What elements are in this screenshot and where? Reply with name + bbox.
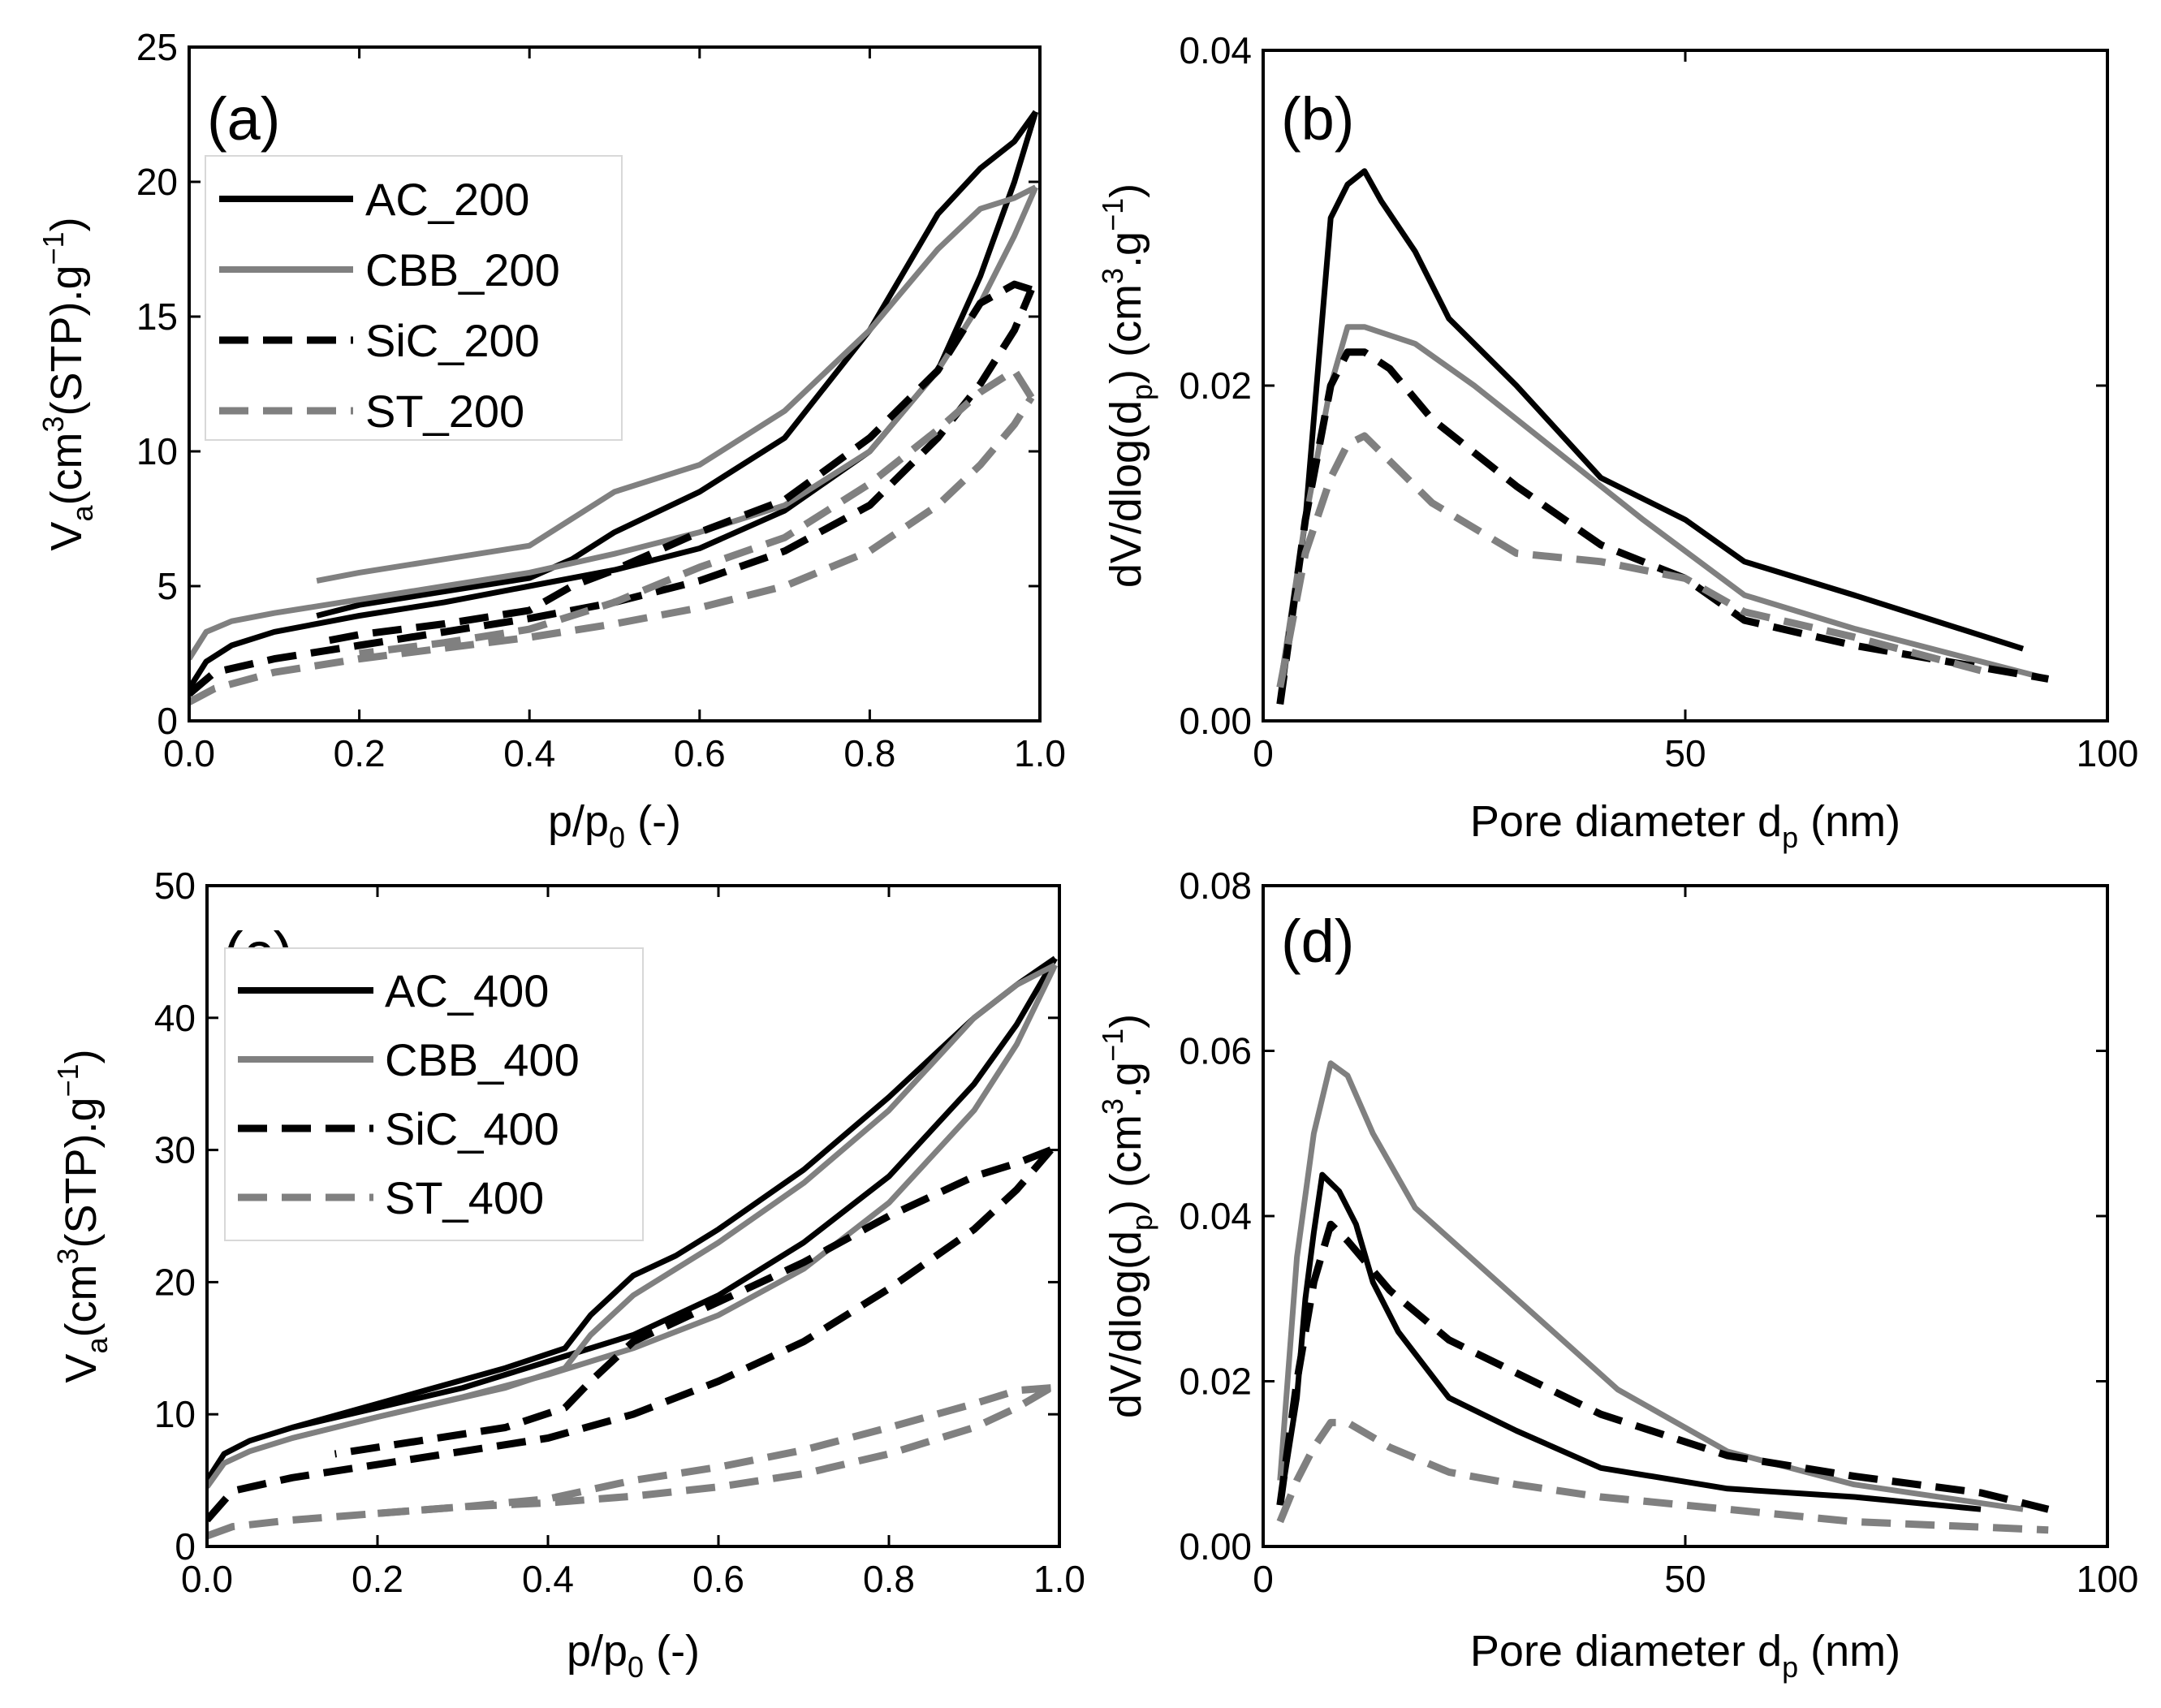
y-tick-label: 0.04 bbox=[1179, 29, 1252, 71]
series-sic-400-adsorption bbox=[207, 1147, 1054, 1523]
panel-label: (d) bbox=[1281, 908, 1354, 975]
series-ac-200 bbox=[1277, 168, 2025, 705]
legend-frame bbox=[224, 947, 644, 1241]
y-tick-label: 30 bbox=[154, 1129, 196, 1171]
x-tick-label: 100 bbox=[2077, 732, 2139, 774]
y-tick-label: 40 bbox=[154, 997, 196, 1039]
x-axis-label: p/p0 (-) bbox=[567, 1627, 700, 1684]
series-st-200-adsorption bbox=[189, 395, 1035, 705]
y-tick-label: 0.04 bbox=[1179, 1195, 1252, 1237]
legend-label-sic-400: SiC_400 bbox=[385, 1103, 559, 1154]
series-cbb-200-adsorption bbox=[189, 186, 1039, 661]
y-axis-label: Va(cm3(STP).g−1) bbox=[51, 1049, 114, 1382]
series-cbb-400-adsorption bbox=[207, 964, 1058, 1489]
legend-frame bbox=[205, 155, 623, 441]
series-sic-200-adsorption bbox=[189, 288, 1035, 697]
panel-label: (b) bbox=[1281, 85, 1354, 153]
legend-label-ac-400: AC_400 bbox=[385, 965, 549, 1016]
x-tick-label: 0.2 bbox=[334, 732, 386, 774]
series-sic-200 bbox=[1276, 348, 2049, 705]
y-tick-label: 0.08 bbox=[1179, 865, 1252, 907]
plot-frame bbox=[188, 45, 1042, 722]
y-tick-label: 50 bbox=[154, 865, 196, 907]
y-tick-label: 0.02 bbox=[1179, 364, 1252, 407]
series-st-200-desorption bbox=[359, 366, 1035, 658]
series-st-400-adsorption bbox=[207, 1384, 1053, 1540]
panel-b: 0 50 100 0.00 0.02 0.04 (b) Pore diameter dp … bbox=[1096, 29, 2138, 854]
legend-label-cbb-400: CBB_400 bbox=[385, 1034, 580, 1085]
x-tick-label: 1.0 bbox=[1033, 1558, 1085, 1600]
y-tick-label: 0 bbox=[157, 700, 178, 742]
y-tick-label: 0.06 bbox=[1179, 1030, 1252, 1072]
series-st-200 bbox=[1276, 432, 1982, 688]
y-tick-label: 20 bbox=[154, 1261, 196, 1303]
y-tick-label: 10 bbox=[154, 1393, 196, 1435]
y-tick-label: 0.02 bbox=[1179, 1361, 1252, 1403]
legend-label-cbb-200: CBB_200 bbox=[365, 244, 560, 295]
y-tick-label: 15 bbox=[136, 295, 178, 338]
y-tick-label: 5 bbox=[157, 565, 178, 607]
legend: AC_200 CBB_200 SiC_200 ST_200 bbox=[205, 155, 623, 441]
x-tick-label: 0.8 bbox=[863, 1558, 915, 1600]
panel-d: 0 50 100 0.00 0.02 0.04 0.06 0.08 (d) Pore diam… bbox=[1096, 865, 2138, 1684]
plot-frame bbox=[205, 884, 1061, 1548]
series-cbb-200-desorption bbox=[316, 184, 1037, 584]
y-tick-label: 25 bbox=[136, 26, 178, 68]
y-tick-label: 0.00 bbox=[1179, 700, 1252, 742]
series-ac-400-adsorption bbox=[207, 956, 1058, 1482]
x-tick-label: 0.2 bbox=[352, 1558, 403, 1600]
y-tick-label: 0 bbox=[175, 1525, 196, 1568]
series-st-400-desorption bbox=[377, 1384, 1051, 1517]
legend: AC_400 CBB_400 SiC_400 ST_400 bbox=[224, 947, 644, 1241]
x-tick-label: 0.0 bbox=[181, 1558, 233, 1600]
series-ac-400 bbox=[1277, 1171, 1982, 1512]
series-cbb-400 bbox=[1277, 1060, 2024, 1512]
panel-label: (a) bbox=[207, 85, 280, 153]
x-tick-label: 0.6 bbox=[674, 732, 726, 774]
series-cbb-200 bbox=[1277, 324, 2050, 688]
x-tick-label: 50 bbox=[1664, 732, 1706, 774]
legend-label-sic-200: SiC_200 bbox=[365, 315, 540, 366]
x-tick-label: 100 bbox=[2077, 1558, 2139, 1600]
legend-label-st-200: ST_200 bbox=[365, 386, 524, 437]
legend-label-st-400: ST_400 bbox=[385, 1172, 544, 1223]
x-tick-label: 0.8 bbox=[843, 732, 895, 774]
series-sic-400-desorption bbox=[334, 1146, 1053, 1458]
x-tick-label: 0 bbox=[1253, 1558, 1274, 1600]
series-cbb-400-desorption bbox=[291, 962, 1057, 1441]
series-sic-400 bbox=[1276, 1220, 2050, 1513]
x-tick-label: 0.0 bbox=[163, 732, 215, 774]
series-ac-200-adsorption bbox=[189, 110, 1039, 691]
x-tick-label: 0 bbox=[1253, 732, 1274, 774]
legend-label-ac-200: AC_200 bbox=[365, 174, 529, 225]
x-tick-label: 1.0 bbox=[1014, 732, 1066, 774]
plot-frame bbox=[1262, 49, 2109, 722]
x-axis-label: Pore diameter dp (nm) bbox=[1470, 797, 1900, 854]
y-tick-label: 10 bbox=[136, 430, 178, 472]
series-sic-200-desorption bbox=[316, 280, 1033, 647]
y-tick-label: 0.00 bbox=[1179, 1525, 1252, 1568]
x-tick-label: 0.6 bbox=[692, 1558, 744, 1600]
panel-a: 0.0 0.2 0.4 0.6 0.8 1.0 0 5 10 15 20 25 (a) p/p0 (-… bbox=[37, 26, 1066, 854]
series-st-400 bbox=[1276, 1418, 2049, 1534]
x-axis-label: Pore diameter dp (nm) bbox=[1470, 1627, 1900, 1684]
y-axis-label: dV/dlog(dp) (cm3.g−1) bbox=[1096, 1014, 1158, 1418]
x-axis-label: p/p0 (-) bbox=[548, 797, 681, 854]
x-tick-label: 50 bbox=[1664, 1558, 1706, 1600]
x-tick-label: 0.4 bbox=[503, 732, 555, 774]
series-ac-200-desorption bbox=[316, 110, 1038, 619]
x-tick-label: 0.4 bbox=[522, 1558, 574, 1600]
y-axis-label: Va(cm3(STP).g−1) bbox=[37, 217, 99, 550]
y-axis-label: dV/dlog(dp) (cm3.g−1) bbox=[1096, 183, 1158, 588]
y-tick-label: 20 bbox=[136, 161, 178, 203]
